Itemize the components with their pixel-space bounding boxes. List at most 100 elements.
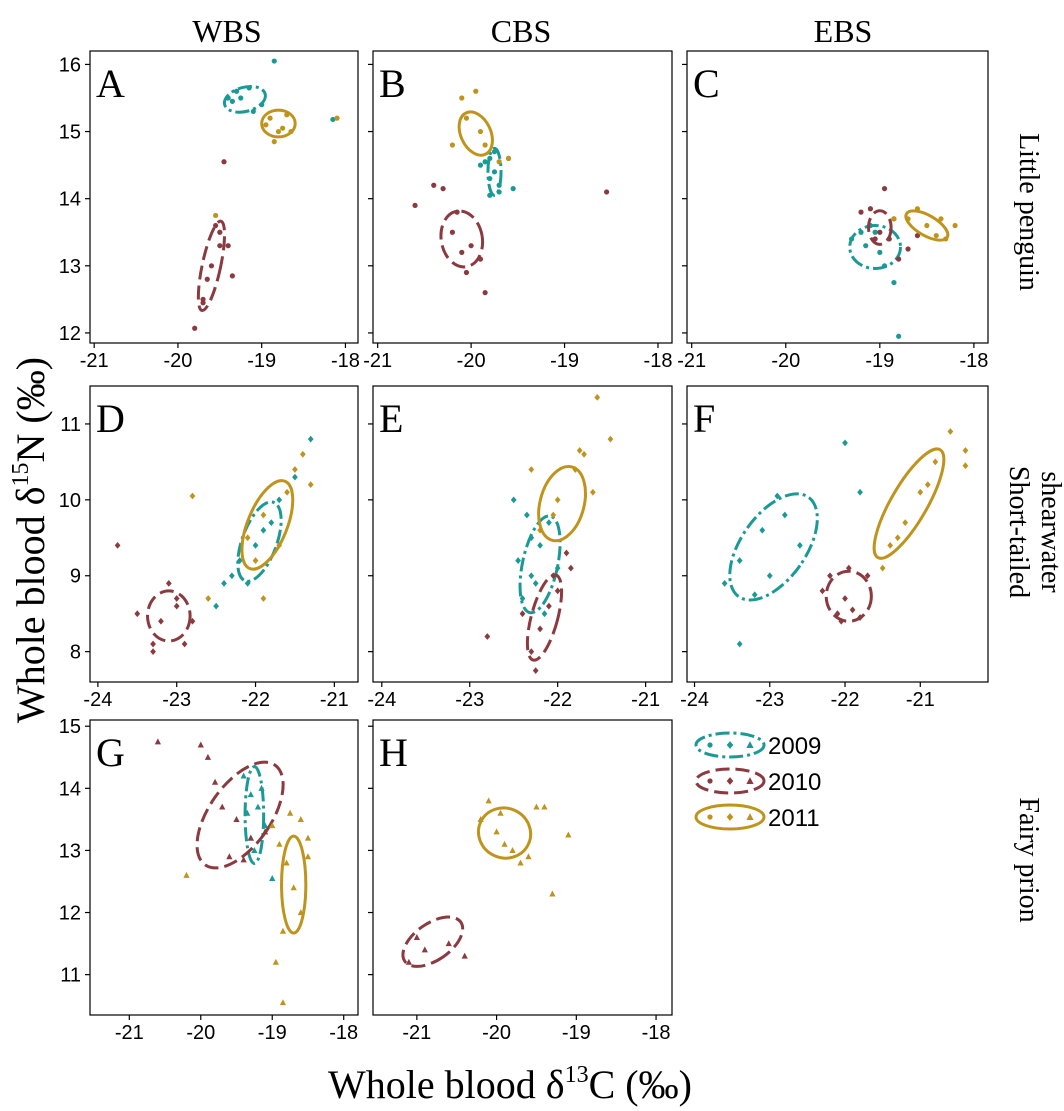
data-point (263, 122, 269, 128)
data-point (581, 450, 587, 458)
sea-ellipse-2011 (872, 447, 946, 560)
data-point (515, 557, 521, 564)
legend-key-diamond (726, 741, 734, 749)
x-tick-label: -21 (677, 350, 706, 372)
panel-frame (372, 385, 673, 683)
data-point (205, 595, 212, 602)
data-point (267, 115, 273, 121)
panel-frame (686, 385, 989, 683)
data-point (150, 640, 156, 648)
legend-key-diamond (726, 777, 734, 785)
data-point (891, 279, 897, 286)
x-axis-title: Whole blood δ13C (‰) (328, 1062, 692, 1107)
data-point (211, 778, 219, 785)
data-point (279, 927, 287, 934)
data-point (225, 243, 231, 249)
legend-key-triangle (746, 813, 754, 820)
series-2011 (189, 450, 314, 602)
data-point (554, 496, 561, 504)
data-point (549, 890, 556, 897)
row-title-shearwater: shearwater (1035, 471, 1064, 593)
data-point (867, 206, 874, 212)
data-point (268, 519, 275, 526)
legend-key-triangle (746, 777, 754, 784)
series-2011 (872, 428, 969, 572)
data-point (221, 579, 227, 587)
y-tick-label: 13 (59, 840, 81, 862)
x-tick-label: -18 (331, 350, 360, 372)
x-tick-label: -21 (906, 689, 935, 711)
y-tick-label: 14 (59, 189, 81, 211)
sea-ellipse-2011 (260, 108, 297, 139)
data-point (842, 439, 848, 447)
data-point (254, 803, 262, 810)
data-point (461, 952, 468, 959)
data-point (541, 803, 548, 810)
x-tick-label: -24 (680, 689, 709, 711)
x-tick-label: -21 (631, 689, 660, 711)
x-tick-label: -20 (457, 350, 486, 372)
data-point (537, 542, 543, 549)
data-point (330, 116, 336, 123)
data-point (238, 95, 244, 101)
sea-ellipse-2011 (477, 806, 533, 860)
panel-g: -21 -20 -19 -18 11 12 13 14 15 G (59, 716, 359, 1044)
data-point (879, 564, 886, 572)
data-point (247, 834, 254, 841)
x-tick-label: -23 (755, 689, 784, 711)
data-point (528, 572, 535, 580)
panel-letter: D (96, 396, 125, 441)
series-2009 (213, 435, 314, 610)
x-tick-label: -19 (562, 1022, 591, 1044)
panel-letter: E (379, 396, 403, 441)
data-point (454, 209, 460, 215)
y-tick-label: 16 (59, 54, 81, 76)
sea-ellipse-2009 (243, 765, 266, 865)
data-point (280, 125, 286, 131)
data-point (292, 466, 298, 473)
data-point (525, 853, 532, 860)
panel-b: -21 -20 -19 -18 B (363, 50, 673, 372)
data-point (247, 791, 254, 798)
data-point (272, 958, 279, 965)
data-point (914, 232, 921, 239)
data-point (173, 602, 180, 610)
series-2010 (154, 738, 285, 870)
data-point (896, 256, 902, 262)
panel-e: -24 -23 -22 -21 E (367, 385, 673, 711)
data-point (468, 243, 474, 249)
y-tick-label: 15 (59, 122, 81, 144)
data-point (286, 809, 294, 816)
data-point (192, 325, 198, 331)
x-tick-label: -23 (455, 689, 484, 711)
plot-area (721, 428, 969, 648)
sea-ellipse-2009 (486, 146, 503, 197)
data-point (181, 640, 188, 648)
legend-entry-2011: 2011 (694, 803, 820, 832)
data-point (509, 847, 516, 854)
data-point (251, 847, 258, 854)
data-point (736, 557, 743, 564)
series-2011 (528, 394, 614, 543)
x-tick-label: -21 (320, 689, 349, 711)
plot-area (192, 58, 340, 331)
data-point (484, 633, 491, 640)
series-2011 (477, 797, 572, 897)
series-2010 (484, 549, 574, 674)
data-point (405, 958, 412, 965)
data-point (165, 579, 172, 587)
data-point (275, 128, 282, 135)
data-point (550, 511, 557, 519)
sea-ellipse-2010 (525, 573, 564, 662)
data-point (751, 591, 758, 599)
data-point (510, 186, 516, 192)
data-point (962, 462, 969, 470)
data-point (877, 229, 883, 235)
data-point (473, 88, 479, 94)
x-tick-label: -19 (258, 1022, 287, 1044)
x-tick-label: -21 (363, 350, 392, 372)
data-point (412, 202, 418, 208)
data-point (279, 999, 287, 1006)
data-point (827, 572, 833, 580)
y-tick-label: 11 (60, 414, 81, 436)
